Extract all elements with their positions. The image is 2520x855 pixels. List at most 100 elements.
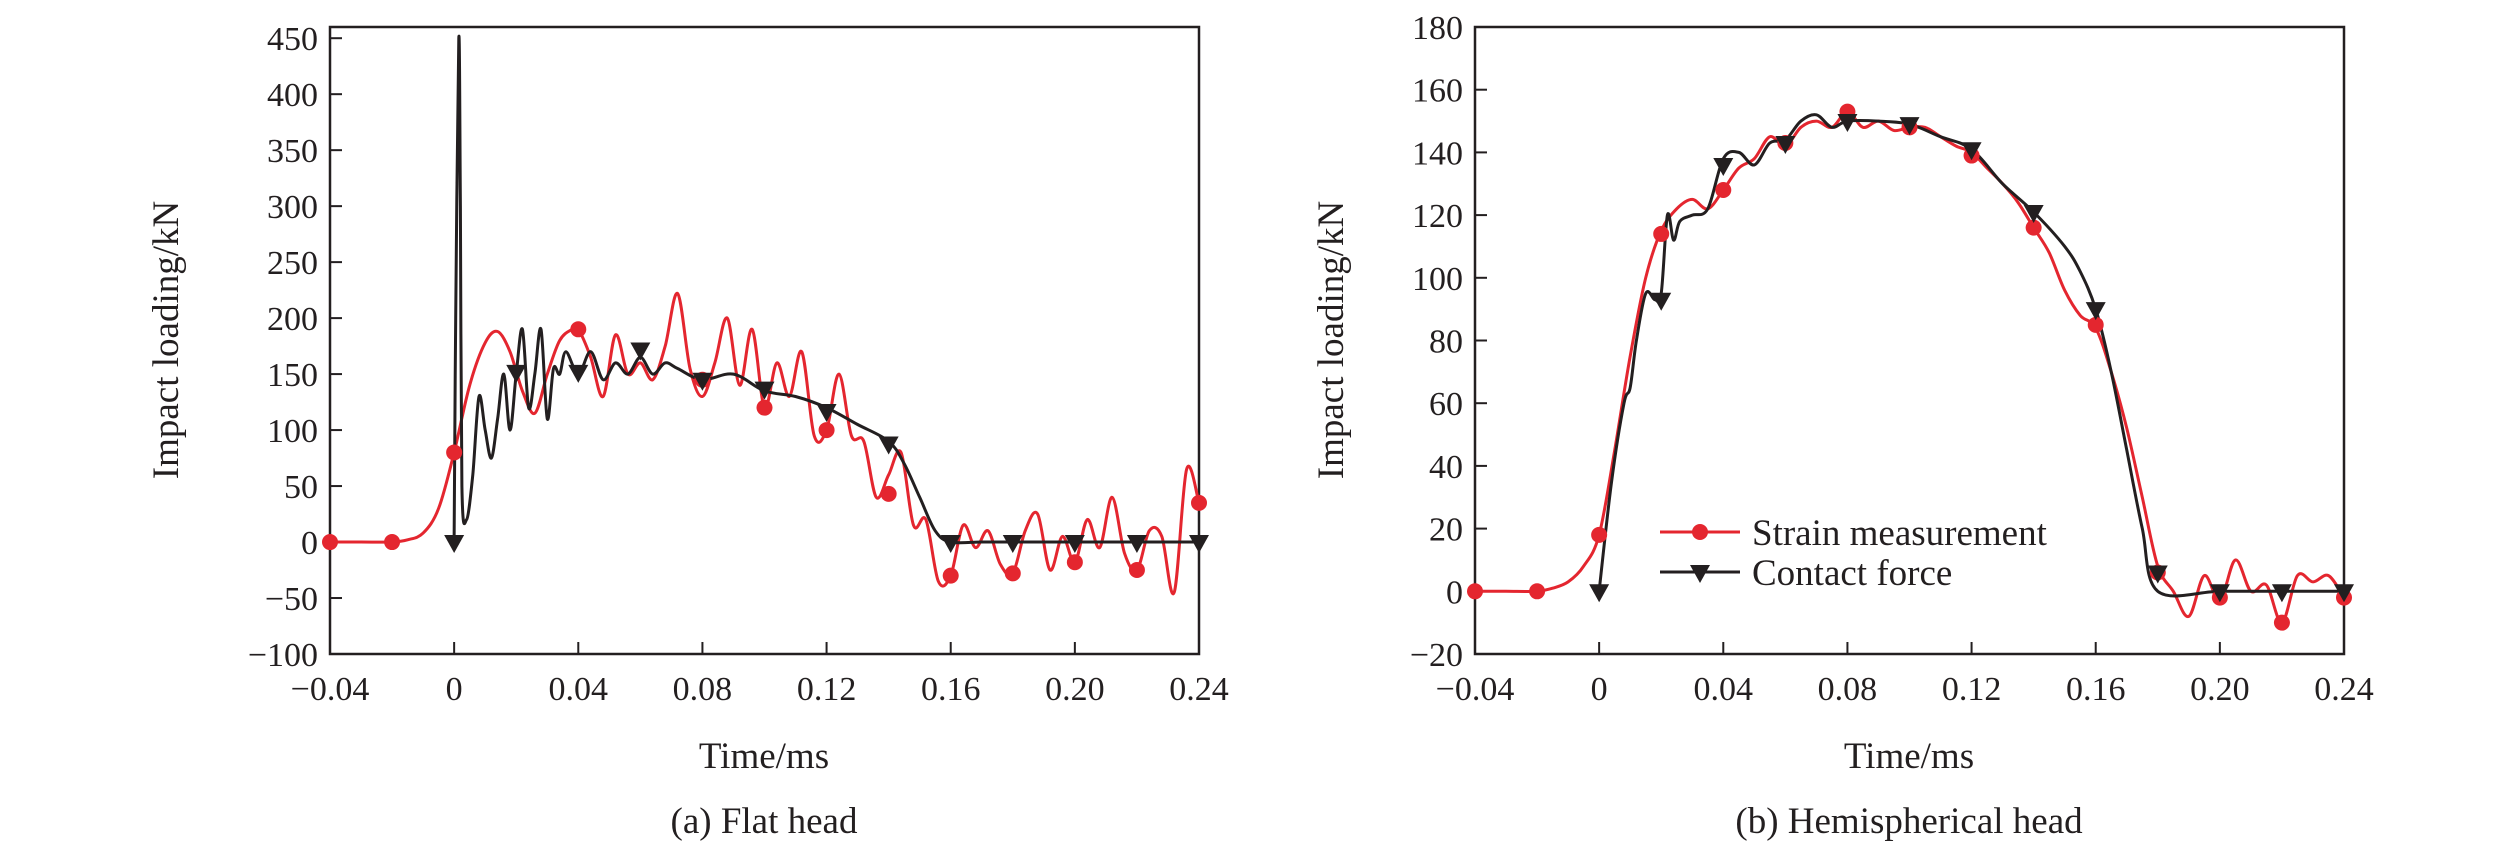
series-lines	[1475, 110, 2344, 625]
x-tick-label: 0.16	[2066, 671, 2126, 708]
x-tick-label: −0.04	[1436, 671, 1515, 708]
y-tick-label: 350	[267, 133, 318, 170]
series-marker-contact	[816, 404, 837, 423]
series-marker-strain	[322, 534, 338, 551]
series-marker-contact	[2271, 584, 2292, 603]
series-marker-strain	[2273, 614, 2290, 631]
series-marker-contact	[2023, 204, 2044, 223]
x-tick-label: 0	[1591, 671, 1608, 708]
y-tick-label: 100	[267, 413, 318, 450]
y-axis-label: Impact loading/kN	[146, 201, 187, 479]
series-marker-contact	[1002, 535, 1023, 554]
series-marker-strain	[1591, 526, 1608, 543]
panel-caption: (a) Flat head	[671, 801, 858, 842]
series-lines	[330, 34, 1199, 596]
y-axis-label: Impact loading/kN	[1311, 201, 1352, 479]
series-marker-strain	[384, 534, 401, 551]
series-marker-strain	[1715, 182, 1732, 199]
x-tick-label: 0.24	[2314, 671, 2374, 708]
y-tick-label: 20	[1429, 512, 1463, 549]
y-tick-label: 0	[301, 525, 318, 562]
series-marker-strain	[818, 422, 835, 439]
series-marker-contact	[2147, 565, 2168, 584]
y-tick-label: 140	[1412, 135, 1463, 172]
series-marker-contact	[568, 364, 589, 383]
y-tick-label: 40	[1429, 449, 1463, 486]
series-marker-strain	[1653, 225, 1670, 242]
series-marker-contact	[1775, 135, 1796, 154]
series-marker-contact	[692, 372, 713, 391]
series-marker-strain	[2087, 316, 2104, 333]
series-marker-strain	[1066, 554, 1083, 571]
series-marker-contact	[1064, 535, 1085, 554]
series-marker-contact	[2334, 584, 2354, 603]
y-tick-label: 80	[1429, 324, 1463, 361]
x-ticks: −0.04 0 0.04 0.08 0.12 0.16 0.20 0.24	[1436, 642, 2374, 708]
series-marker-strain	[1191, 494, 1207, 511]
panel-flat-head: −0.04 0 0.04 0.08 0.12 0.16 0.20 0.24 −100 −50 0 5…	[146, 21, 1229, 842]
panel-caption: (b) Hemispherical head	[1735, 801, 2083, 842]
series-marker-contact	[878, 436, 899, 455]
y-tick-label: 160	[1412, 73, 1463, 110]
series-marker-strain	[446, 444, 463, 461]
x-tick-label: 0.08	[1818, 671, 1878, 708]
x-axis-label: Time/ms	[699, 736, 829, 777]
series-marker-contact	[1713, 157, 1734, 176]
series-marker-strain	[756, 399, 773, 416]
series-line-contact	[1597, 113, 2344, 598]
series-marker-contact	[2085, 302, 2106, 321]
y-ticks: −100 −50 0 50 100 150 200 250 300 350 400 450	[248, 21, 342, 674]
series-marker-strain	[1529, 583, 1546, 600]
x-tick-label: −0.04	[291, 671, 370, 708]
legend: Strain measurement Contact force	[1660, 513, 2048, 594]
y-tick-label: 300	[267, 189, 318, 226]
series-marker-contact	[940, 535, 961, 554]
x-ticks: −0.04 0 0.04 0.08 0.12 0.16 0.20 0.24	[291, 642, 1229, 708]
y-tick-label: 180	[1412, 10, 1463, 47]
series-marker-strain	[570, 321, 587, 338]
plot-frame	[328, 25, 1201, 656]
series-marker-contact	[1589, 584, 1610, 603]
series-marker-contact	[444, 535, 465, 554]
x-tick-label: 0.04	[549, 671, 609, 708]
legend-marker-strain	[1692, 524, 1708, 540]
series-marker-contact	[754, 381, 775, 400]
panel-hemispherical-head: −0.04 0 0.04 0.08 0.12 0.16 0.20 0.24 −20 0 20 40 6…	[1311, 10, 2374, 842]
series-marker-strain	[1128, 562, 1145, 579]
series-marker-contact	[506, 364, 527, 383]
x-axis-label: Time/ms	[1844, 736, 1974, 777]
series-marker-strain	[1467, 583, 1483, 600]
series-marker-strain	[2025, 219, 2042, 236]
y-ticks: −20 0 20 40 60 80 100 120 140 160 180	[1410, 10, 1487, 674]
y-tick-label: −20	[1410, 637, 1463, 674]
x-tick-label: 0.12	[797, 671, 857, 708]
series-markers	[1467, 103, 2354, 631]
y-tick-label: 400	[267, 77, 318, 114]
x-tick-label: 0.20	[1045, 671, 1105, 708]
series-marker-contact	[1126, 535, 1147, 554]
series-line-strain	[1475, 110, 2344, 625]
y-tick-label: 100	[1412, 261, 1463, 298]
y-tick-label: 200	[267, 301, 318, 338]
y-tick-label: 120	[1412, 198, 1463, 235]
series-marker-contact	[630, 342, 651, 361]
y-tick-label: 0	[1446, 574, 1463, 611]
x-tick-label: 0	[446, 671, 463, 708]
series-line-contact	[452, 34, 1199, 545]
y-tick-label: 60	[1429, 386, 1463, 423]
y-tick-label: −50	[265, 581, 318, 618]
x-tick-label: 0.04	[1694, 671, 1754, 708]
series-marker-contact	[1651, 292, 1672, 311]
series-marker-contact	[1899, 117, 1920, 136]
series-marker-strain	[880, 485, 897, 502]
y-tick-label: −100	[248, 637, 318, 674]
x-tick-label: 0.16	[921, 671, 981, 708]
series-markers	[322, 321, 1209, 584]
series-marker-contact	[1837, 114, 1858, 133]
legend-label-contact: Contact force	[1752, 553, 1952, 594]
y-tick-label: 50	[284, 469, 318, 506]
series-marker-strain	[942, 567, 959, 584]
series-marker-strain	[1004, 565, 1021, 582]
